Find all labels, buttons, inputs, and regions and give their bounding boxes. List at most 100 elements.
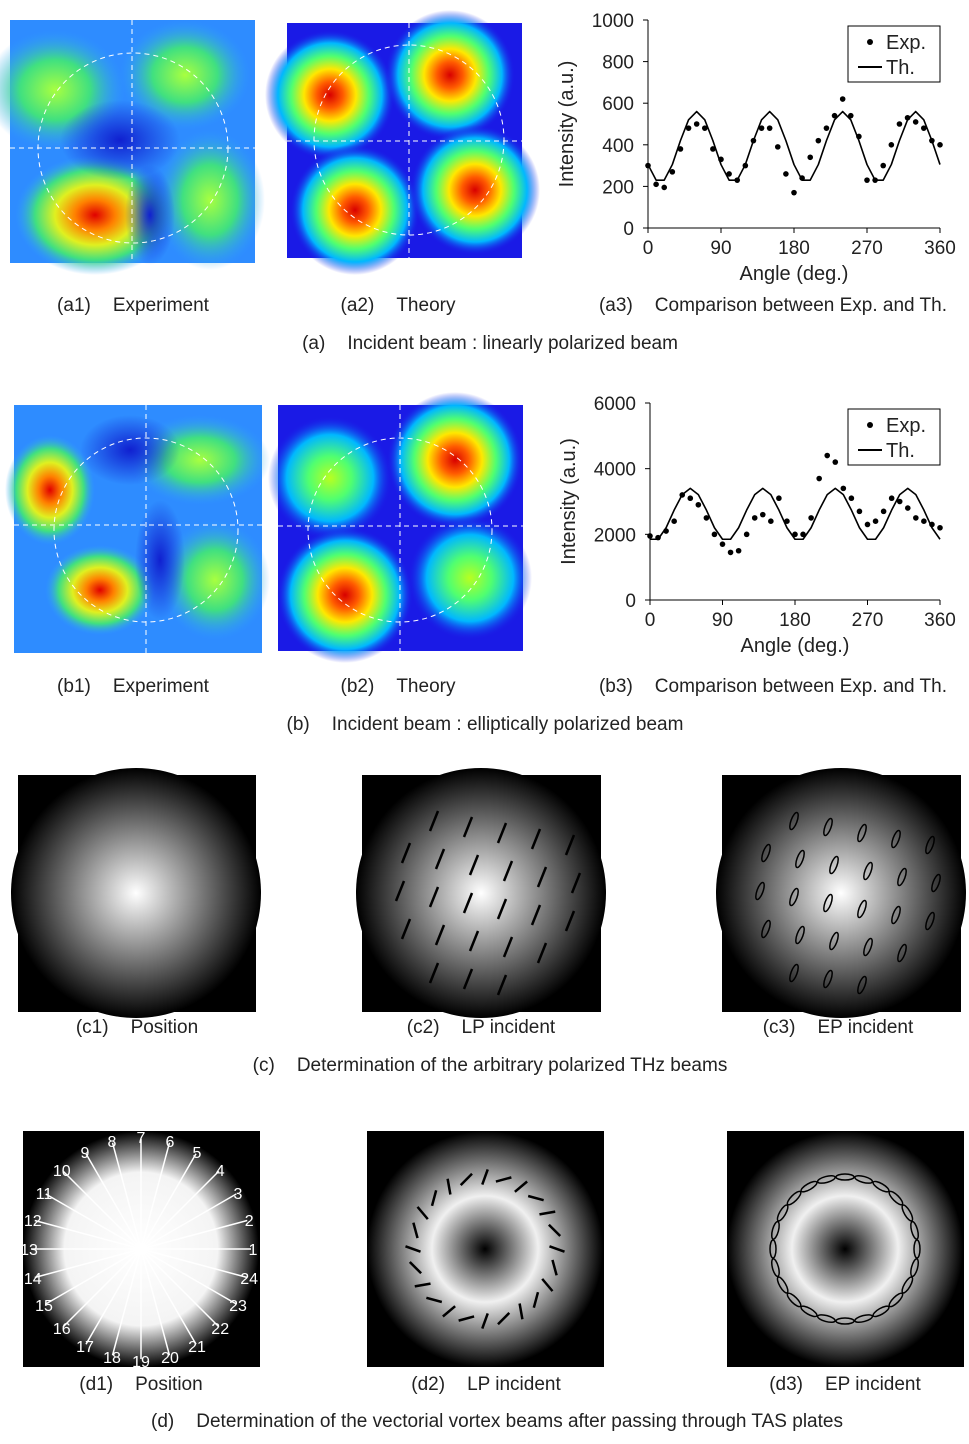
y-tick-label: 800 — [602, 53, 634, 74]
caption-label: (d2) — [411, 1374, 445, 1395]
data-point — [873, 518, 879, 524]
data-point — [840, 96, 846, 102]
data-point — [712, 532, 718, 538]
caption-label: (a) — [302, 333, 325, 354]
data-point — [913, 515, 919, 521]
caption-text: Theory — [396, 676, 456, 697]
caption-text: Incident beam : elliptically polarized b… — [332, 714, 684, 735]
panel-caption: (a2) Theory — [341, 295, 456, 316]
y-tick-label: 2000 — [594, 525, 636, 546]
data-point — [816, 476, 822, 482]
legend-label: Th. — [886, 57, 915, 79]
caption-text: Position — [135, 1374, 203, 1395]
data-point — [921, 518, 927, 524]
data-point — [653, 182, 659, 188]
image-c3 — [716, 768, 966, 1018]
data-point — [744, 532, 750, 538]
data-point — [768, 518, 774, 524]
image-c2 — [356, 768, 606, 1018]
caption-label: (b3) — [599, 676, 633, 697]
group-caption: (a) Incident beam : linearly polarized be… — [302, 333, 678, 354]
data-point — [857, 509, 863, 515]
heatmap-b1 — [5, 405, 270, 653]
caption-label: (a2) — [341, 295, 375, 316]
data-point — [881, 509, 887, 515]
position-label: 19 — [132, 1354, 150, 1371]
position-label: 12 — [24, 1213, 42, 1230]
caption-text: Position — [131, 1017, 199, 1038]
data-point — [889, 495, 895, 501]
position-label: 3 — [234, 1186, 243, 1203]
caption-text: LP incident — [467, 1374, 561, 1395]
panel-caption: (b3) Comparison between Exp. and Th. — [599, 676, 947, 697]
data-point — [864, 177, 870, 183]
panel-caption: (d3) EP incident — [769, 1374, 921, 1395]
legend-label: Exp. — [886, 415, 926, 437]
y-axis-label: Intensity (a.u.) — [558, 438, 580, 565]
data-point — [671, 518, 677, 524]
x-tick-label: 360 — [924, 610, 956, 631]
caption-text: Experiment — [113, 676, 210, 697]
caption-text: Incident beam : linearly polarized beam — [347, 333, 678, 354]
data-point — [937, 525, 943, 531]
image-d2 — [367, 1131, 604, 1367]
caption-label: (c1) — [76, 1017, 109, 1038]
panel-caption: (c1) Position — [76, 1017, 198, 1038]
data-point — [897, 121, 903, 127]
caption-label: (b2) — [341, 676, 375, 697]
x-tick-label: 0 — [643, 238, 654, 259]
caption-text: Experiment — [113, 295, 210, 316]
x-tick-label: 0 — [645, 610, 656, 631]
caption-label: (c2) — [407, 1017, 440, 1038]
position-label: 4 — [216, 1163, 225, 1180]
y-axis-label: Intensity (a.u.) — [556, 61, 578, 188]
data-point — [760, 512, 766, 518]
caption-text: Theory — [396, 295, 456, 316]
data-point — [720, 541, 726, 547]
caption-label: (c3) — [763, 1017, 796, 1038]
caption-label: (b) — [287, 714, 310, 735]
caption-text: LP incident — [462, 1017, 556, 1038]
x-axis-label: Angle (deg.) — [740, 263, 849, 285]
legend-symbol — [867, 422, 873, 428]
position-label: 16 — [53, 1321, 71, 1338]
image-c1 — [11, 768, 261, 1018]
heatmap-a2 — [265, 10, 540, 275]
panel-caption: (d1)Position — [79, 1374, 202, 1395]
position-label: 20 — [161, 1350, 179, 1367]
heatmap-a1 — [0, 20, 265, 275]
legend-symbol — [867, 39, 873, 45]
position-label: 2 — [245, 1213, 254, 1230]
panel-caption: (c3) EP incident — [763, 1017, 914, 1038]
position-label: 8 — [108, 1134, 117, 1151]
caption-text: EP incident — [817, 1017, 913, 1038]
caption-label: (a1) — [57, 295, 91, 316]
figure: 123456789101112131415161718192021222324(… — [0, 0, 969, 1439]
position-label: 22 — [211, 1321, 229, 1338]
data-point — [808, 515, 814, 521]
image-d3 — [727, 1131, 964, 1367]
caption-label: (d3) — [769, 1374, 803, 1395]
data-point — [694, 121, 700, 127]
caption-text: Comparison between Exp. and Th. — [655, 676, 947, 697]
x-tick-label: 270 — [851, 238, 883, 259]
x-axis-label: Angle (deg.) — [741, 635, 850, 657]
y-tick-label: 1000 — [592, 11, 634, 32]
legend-label: Exp. — [886, 32, 926, 54]
caption-text: EP incident — [825, 1374, 921, 1395]
y-tick-label: 200 — [602, 177, 634, 198]
position-label: 24 — [240, 1271, 258, 1288]
data-point — [776, 495, 782, 501]
panel-caption: (a1) Experiment — [57, 295, 210, 316]
position-label: 10 — [53, 1163, 71, 1180]
position-label: 6 — [166, 1134, 175, 1151]
heatmap-b2 — [268, 392, 532, 663]
panel-caption: (b1)Experiment — [57, 676, 210, 697]
y-tick-label: 6000 — [594, 394, 636, 415]
panel-caption: (c2) LP incident — [407, 1017, 556, 1038]
data-point — [767, 125, 773, 131]
data-point — [728, 550, 734, 556]
position-label: 18 — [103, 1350, 121, 1367]
group-caption: (b) Incident beam : elliptically polarize… — [287, 714, 684, 735]
position-label: 9 — [81, 1145, 90, 1162]
